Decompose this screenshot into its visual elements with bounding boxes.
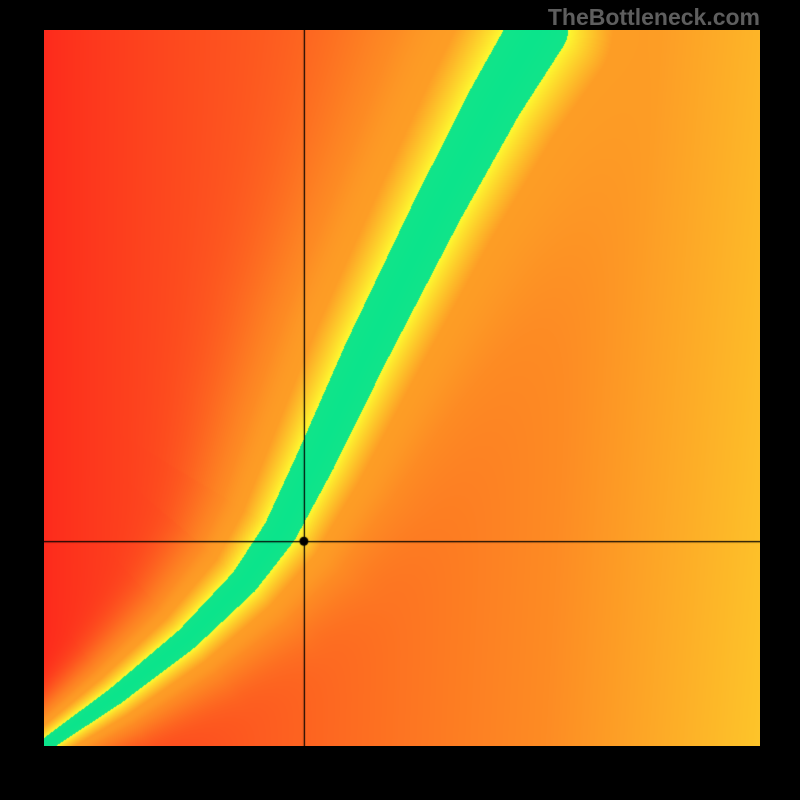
chart-container: TheBottleneck.com bbox=[0, 0, 800, 800]
bottleneck-heatmap bbox=[44, 30, 760, 746]
watermark-text: TheBottleneck.com bbox=[548, 4, 760, 31]
